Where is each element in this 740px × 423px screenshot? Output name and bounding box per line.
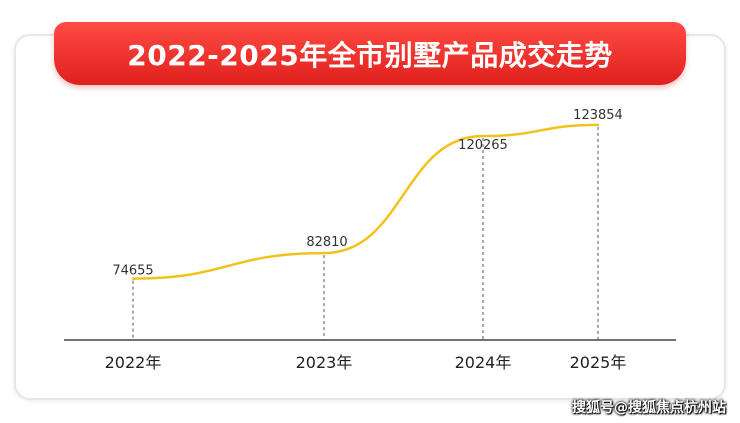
- title-banner: 2022-2025年全市别墅产品成交走势: [54, 22, 686, 85]
- chart-card: [14, 34, 726, 400]
- data-label: 120265: [458, 138, 508, 153]
- watermark-text: 搜狐号@搜狐焦点杭州站: [572, 400, 726, 416]
- series-line: [131, 123, 600, 280]
- chart-title: 2022-2025年全市别墅产品成交走势: [127, 38, 613, 72]
- data-label: 123854: [573, 108, 623, 123]
- x-tick-label: 2025年: [570, 353, 627, 372]
- data-label: 74655: [112, 264, 153, 279]
- data-label: 82810: [306, 235, 347, 250]
- x-tick-label: 2023年: [296, 353, 353, 372]
- x-tick-label: 2024年: [455, 353, 512, 372]
- x-tick-label: 2022年: [105, 353, 162, 372]
